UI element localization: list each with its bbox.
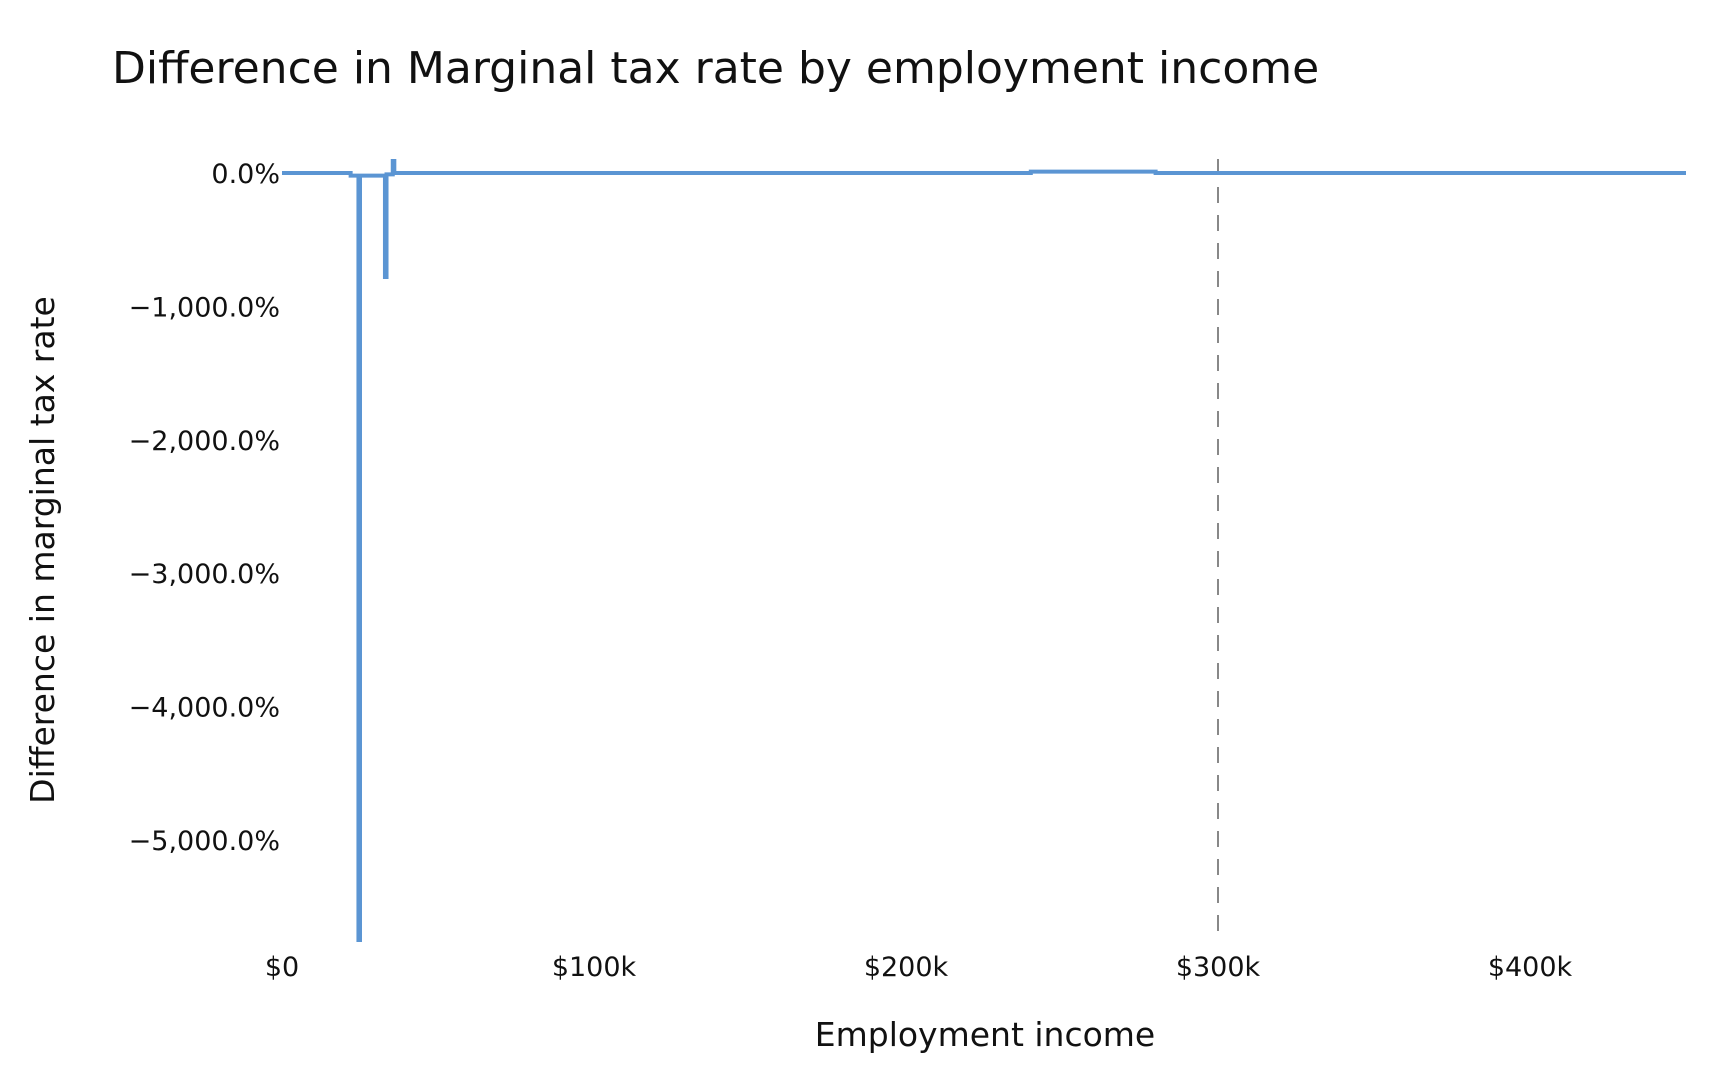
chart-title: Difference in Marginal tax rate by emplo… bbox=[112, 43, 1319, 94]
series-line bbox=[282, 158, 1686, 943]
x-tick-label: $400k bbox=[1488, 952, 1573, 983]
x-tick-label: $300k bbox=[1176, 952, 1261, 983]
x-tick-label: $100k bbox=[552, 952, 637, 983]
x-tick-label: $0 bbox=[265, 952, 299, 983]
x-axis-ticks: $0 $100k $200k $300k $400k bbox=[265, 952, 1573, 983]
y-tick-label: −1,000.0% bbox=[129, 292, 280, 323]
y-axis-title: Difference in marginal tax rate bbox=[23, 296, 62, 804]
y-tick-label: −5,000.0% bbox=[129, 826, 280, 857]
y-tick-label: −4,000.0% bbox=[129, 693, 280, 724]
y-tick-label: 0.0% bbox=[211, 159, 280, 190]
x-axis-title: Employment income bbox=[815, 1015, 1156, 1054]
y-axis-ticks: 0.0% −1,000.0% −2,000.0% −3,000.0% −4,000.0%… bbox=[129, 159, 280, 857]
y-tick-label: −3,000.0% bbox=[129, 559, 280, 590]
y-tick-label: −2,000.0% bbox=[129, 426, 280, 457]
x-tick-label: $200k bbox=[864, 952, 949, 983]
